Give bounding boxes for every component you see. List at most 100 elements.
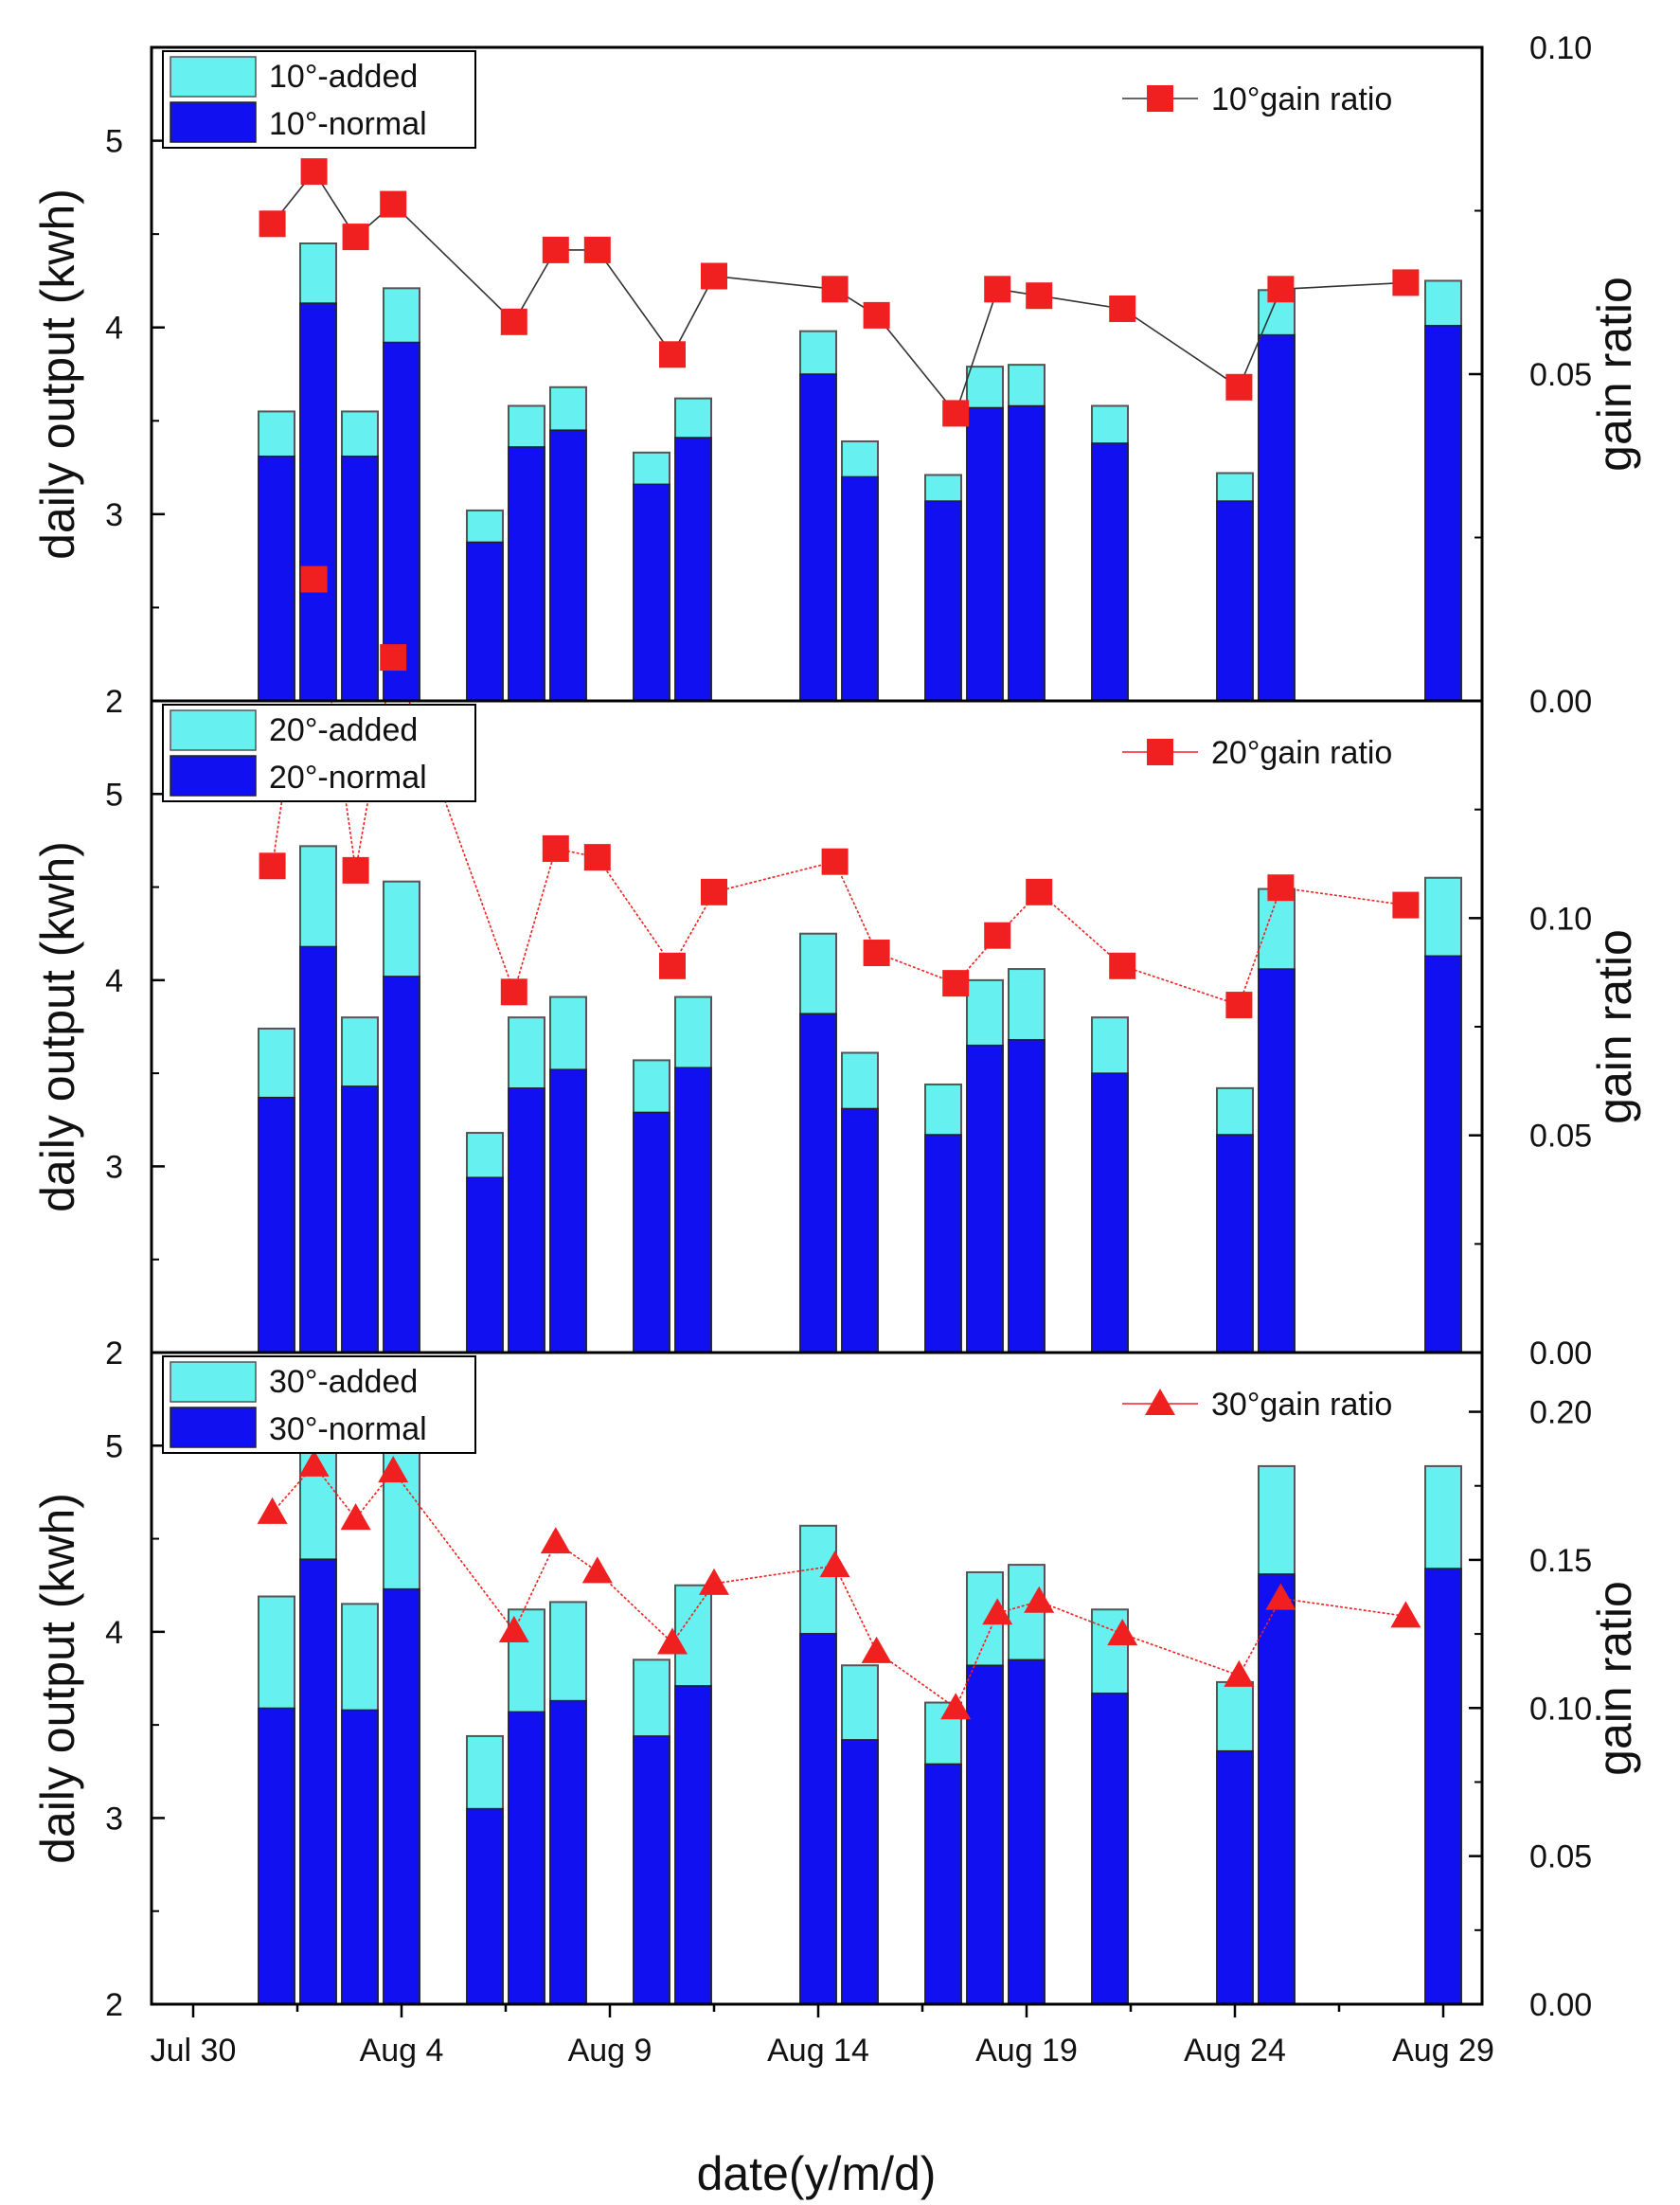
y-tick-label-2-3: 5 <box>105 1428 123 1464</box>
bar-normal-2-17 <box>1424 1568 1462 2004</box>
legend-added-label-0: 10°-added <box>269 59 418 95</box>
gain-point-1-3 <box>380 644 407 672</box>
gain-point-2-14 <box>1107 1619 1138 1646</box>
bar-normal-1-1 <box>299 945 337 1353</box>
gain-point-0-6 <box>583 236 611 263</box>
gain-point-1-2 <box>342 856 369 884</box>
legend-added-swatch-2 <box>170 1361 257 1403</box>
bar-normal-0-7 <box>633 483 670 701</box>
bar-normal-1-7 <box>633 1111 670 1353</box>
bar-normal-2-3 <box>383 1587 420 2004</box>
gain-point-2-15 <box>1224 1659 1255 1687</box>
gain-point-2-3 <box>378 1456 409 1483</box>
gain-legend-marker-0 <box>1147 85 1173 112</box>
bar-normal-0-1 <box>299 302 337 701</box>
legend-added-swatch-1 <box>170 709 257 751</box>
gain-point-2-7 <box>657 1627 688 1655</box>
legend-added-label-1: 20°-added <box>269 712 418 748</box>
plot-frame-2 <box>150 1351 1484 2006</box>
bar-normal-1-0 <box>258 1096 295 1353</box>
y2-axis-title-0: gain ratio <box>1588 277 1641 472</box>
gain-point-2-4 <box>498 1615 529 1642</box>
y-tick-label-0-1: 3 <box>105 497 123 533</box>
x-axis-title: date(y/m/d) <box>697 2147 937 2200</box>
gain-legend-label-1: 20°gain ratio <box>1211 735 1392 771</box>
gain-point-0-9 <box>821 276 849 303</box>
gain-point-2-2 <box>340 1503 371 1531</box>
bar-normal-0-12 <box>966 406 1004 701</box>
gain-point-1-15 <box>1225 992 1253 1019</box>
gain-point-1-9 <box>821 848 849 875</box>
bar-legend-2: 30°-added 30°-normal <box>162 1355 476 1454</box>
gain-point-2-13 <box>1024 1586 1055 1613</box>
bar-normal-2-16 <box>1258 1573 1296 2004</box>
legend-normal-swatch-1 <box>170 755 257 797</box>
y2-tick-label-0-1: 0.05 <box>1529 357 1592 393</box>
y-tick-label-2-2: 4 <box>105 1615 123 1651</box>
gain-point-0-5 <box>542 236 569 263</box>
bar-normal-2-6 <box>549 1699 587 2004</box>
gain-point-1-1 <box>300 565 328 593</box>
gain-point-1-16 <box>1267 874 1295 902</box>
legend-normal-label-1: 20°-normal <box>269 760 427 796</box>
bar-normal-0-2 <box>341 455 379 701</box>
gain-point-1-8 <box>701 878 727 905</box>
bar-normal-0-13 <box>1008 404 1046 701</box>
legend-normal-swatch-2 <box>170 1407 257 1448</box>
gain-point-1-7 <box>659 952 686 979</box>
y2-tick-label-2-2: 0.10 <box>1529 1691 1592 1727</box>
bar-normal-0-16 <box>1258 333 1296 701</box>
y-tick-label-0-2: 4 <box>105 311 123 347</box>
gain-point-1-17 <box>1392 891 1420 919</box>
gain-point-0-8 <box>701 262 727 290</box>
bar-normal-1-9 <box>799 1013 837 1353</box>
bar-normal-1-16 <box>1258 968 1296 1353</box>
y-axis-title-1: daily output (kwh) <box>31 841 84 1212</box>
bar-normal-1-6 <box>549 1068 587 1353</box>
gain-point-2-0 <box>257 1497 288 1524</box>
bar-normal-0-11 <box>924 500 962 701</box>
legend-normal-swatch-0 <box>170 101 257 143</box>
y2-tick-label-2-0: 0.00 <box>1529 1987 1592 2023</box>
gain-line-1 <box>271 701 1406 1007</box>
bar-normal-2-10 <box>841 1739 879 2004</box>
gain-point-0-10 <box>863 301 890 329</box>
bar-normal-1-13 <box>1008 1039 1046 1353</box>
bar-normal-2-15 <box>1216 1749 1254 2004</box>
bar-legend-1: 20°-added 20°-normal <box>162 704 476 802</box>
y2-tick-label-2-4: 0.20 <box>1529 1395 1592 1431</box>
gain-point-0-4 <box>500 308 527 335</box>
bar-normal-0-8 <box>674 437 712 701</box>
bars-2 <box>258 1444 1462 2004</box>
gain-point-1-4 <box>500 978 527 1006</box>
y2-tick-label-0-0: 0.00 <box>1529 684 1592 720</box>
gain-point-0-14 <box>1109 296 1136 322</box>
gain-point-2-16 <box>1265 1583 1296 1610</box>
gain-point-1-0 <box>259 852 286 880</box>
gain-point-0-2 <box>342 224 369 251</box>
bar-normal-2-14 <box>1091 1692 1129 2004</box>
bar-normal-1-2 <box>341 1085 379 1353</box>
y-tick-label-1-3: 5 <box>105 777 123 813</box>
bar-normal-0-0 <box>258 455 295 701</box>
gain-point-2-17 <box>1390 1601 1421 1628</box>
legend-added-label-2: 30°-added <box>269 1364 418 1400</box>
bar-normal-1-11 <box>924 1134 962 1353</box>
gain-point-0-15 <box>1225 373 1253 401</box>
gain-point-0-17 <box>1392 269 1420 296</box>
gain-point-1-12 <box>984 922 1011 949</box>
gain-point-0-16 <box>1267 276 1295 303</box>
bar-normal-0-9 <box>799 373 837 701</box>
bar-normal-1-8 <box>674 1067 712 1353</box>
gain-point-2-6 <box>581 1556 613 1584</box>
y2-tick-label-1-2: 0.10 <box>1529 901 1592 937</box>
x-tick-label-0: Jul 30 <box>151 2033 237 2069</box>
bar-normal-0-10 <box>841 475 879 701</box>
gain-point-1-11 <box>942 970 970 997</box>
gain-point-2-12 <box>982 1598 1013 1625</box>
bar-normal-2-0 <box>258 1707 295 2004</box>
bar-normal-0-14 <box>1091 442 1129 701</box>
bar-normal-0-15 <box>1216 500 1254 701</box>
legend-normal-label-2: 30°-normal <box>269 1411 427 1447</box>
bar-normal-2-12 <box>966 1664 1004 2004</box>
